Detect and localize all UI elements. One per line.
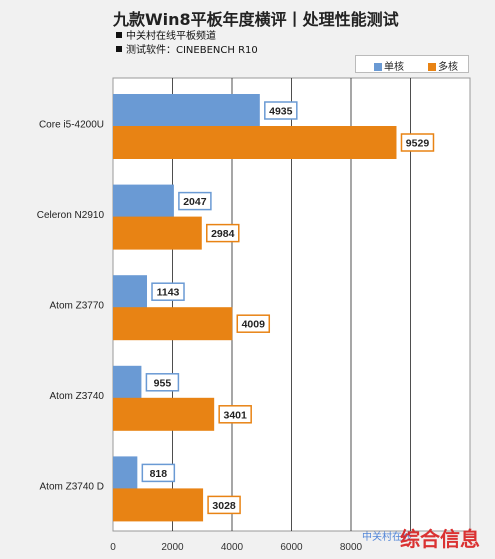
bar-single	[113, 275, 148, 309]
legend-item-single: 单核	[374, 58, 404, 73]
data-label-multi: 9529	[406, 138, 430, 150]
data-label-box-single	[151, 282, 185, 301]
x-tick-label: 4000	[221, 542, 244, 553]
data-label-single: 2047	[183, 196, 207, 208]
legend-label-multi: 多核	[438, 62, 458, 73]
data-label-multi: 3028	[212, 500, 236, 512]
data-label-single: 955	[154, 377, 172, 389]
watermark-text: 综合信息	[400, 527, 480, 551]
legend-swatch-single	[374, 63, 382, 71]
bar-multi	[113, 307, 233, 341]
x-tick-label: 2000	[161, 542, 184, 553]
chart-title: 九款Win8平板年度横评丨处理性能测试	[113, 10, 399, 29]
data-label-box-single	[178, 191, 212, 211]
data-label-multi: 3401	[224, 409, 248, 421]
data-label-box-single	[264, 101, 298, 120]
data-label-single: 4935	[269, 106, 293, 118]
data-label-single: 818	[150, 468, 168, 480]
data-label-multi: 4009	[242, 319, 266, 331]
category-label: Celeron N2910	[37, 210, 105, 221]
legend: 单核 多核	[355, 55, 469, 73]
note-source: 中关村在线平板频道	[116, 27, 216, 42]
bar-multi	[113, 126, 397, 159]
bar-single	[113, 365, 142, 399]
data-label-box-multi	[236, 314, 271, 333]
bar-multi	[113, 397, 215, 431]
category-label: Atom Z3770	[50, 301, 105, 312]
note-software-text: 测试软件：CINEBENCH R10	[126, 45, 258, 56]
data-label-box-multi	[400, 133, 435, 152]
data-label-box-multi	[206, 223, 240, 243]
note-source-text: 中关村在线平板频道	[126, 31, 216, 42]
x-tick-label: 6000	[280, 542, 303, 553]
bar-single	[113, 456, 138, 490]
bar-multi	[113, 488, 204, 522]
bullet-square-icon	[116, 46, 122, 52]
data-label-box-single	[145, 373, 180, 392]
x-tick-label: 8000	[340, 542, 363, 553]
data-label-box-multi	[218, 405, 252, 424]
bar-single	[113, 94, 260, 127]
category-label: Core i5-4200U	[39, 119, 104, 130]
category-label: Atom Z3740	[50, 391, 105, 402]
legend-label-single: 单核	[384, 62, 404, 73]
data-label-box-single	[141, 463, 176, 483]
bar-single	[113, 184, 174, 218]
category-label: Atom Z3740 D	[40, 482, 104, 493]
bar-multi	[113, 216, 202, 250]
data-label-box-multi	[207, 495, 241, 515]
data-label-single: 1143	[157, 287, 180, 299]
watermark-brand: 中关村在线	[362, 532, 412, 543]
bullet-square-icon	[116, 32, 122, 38]
legend-item-multi: 多核	[428, 58, 458, 73]
x-tick-label: 0	[110, 542, 116, 553]
note-software: 测试软件：CINEBENCH R10	[116, 41, 258, 56]
data-label-multi: 2984	[211, 228, 235, 240]
legend-swatch-multi	[428, 63, 436, 71]
